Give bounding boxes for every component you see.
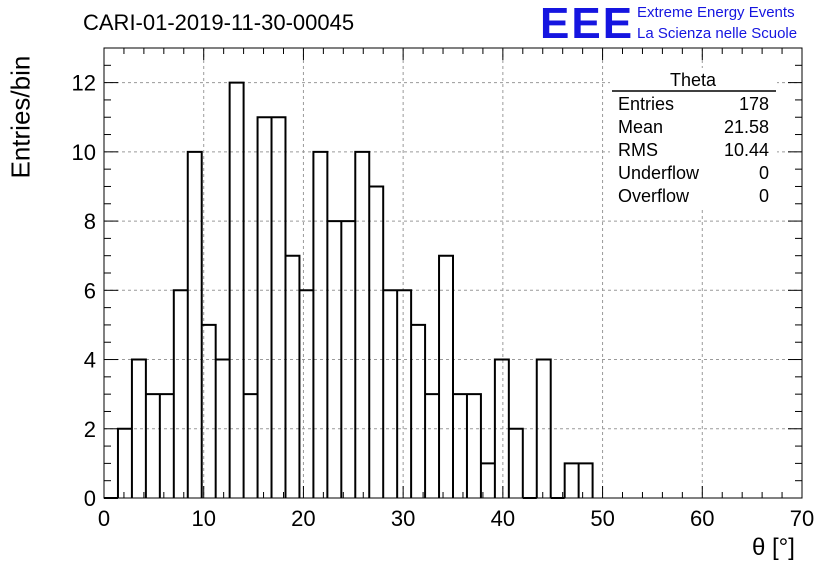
- y-tick-label: 6: [84, 278, 96, 303]
- histogram-bin: [230, 83, 244, 498]
- histogram-bin: [537, 360, 551, 498]
- histogram-bin: [425, 394, 439, 498]
- histogram-bin: [579, 463, 593, 498]
- y-tick-label: 2: [84, 417, 96, 442]
- histogram-bin: [202, 325, 216, 498]
- x-tick-labels: 0 10 20 30 40 50 60 70: [98, 506, 814, 531]
- x-axis-label: θ [°]: [752, 534, 795, 561]
- x-tick-label: 10: [191, 506, 215, 531]
- y-axis-label: Entries/bin: [5, 55, 36, 179]
- histogram-bin: [313, 152, 327, 498]
- histogram-bin: [565, 463, 579, 498]
- x-tick-label: 70: [790, 506, 814, 531]
- y-tick-label: 8: [84, 209, 96, 234]
- stats-value-entries: 178: [739, 94, 769, 114]
- stats-value-rms: 10.44: [724, 140, 769, 160]
- stats-box: Theta Entries 178 Mean 21.58 RMS 10.44 U…: [610, 68, 777, 208]
- x-tick-label: 60: [690, 506, 714, 531]
- brand-name: Extreme Energy Events: [637, 4, 795, 21]
- histogram-bin: [132, 360, 146, 498]
- histogram-bin: [467, 394, 481, 498]
- histogram-bin: [327, 221, 341, 498]
- x-tick-label: 0: [98, 506, 110, 531]
- y-tick-label: 0: [84, 486, 96, 511]
- histogram-bin: [146, 394, 160, 498]
- histogram-bin: [453, 394, 467, 498]
- histogram-bins: [118, 83, 593, 498]
- histogram-bin: [160, 394, 174, 498]
- histogram-bin: [481, 463, 495, 498]
- stats-title: Theta: [670, 70, 717, 90]
- x-tick-label: 30: [391, 506, 415, 531]
- x-tick-label: 40: [491, 506, 515, 531]
- histogram-bin: [188, 152, 202, 498]
- histogram-bin: [439, 256, 453, 498]
- eee-logo: EEE: [540, 0, 635, 48]
- stats-label-underflow: Underflow: [618, 163, 700, 183]
- histogram-bin: [341, 221, 355, 498]
- y-tick-labels: 0 2 4 6 8 10 12: [72, 71, 96, 511]
- brand-tagline: La Scienza nelle Scuole: [637, 25, 798, 42]
- histogram-bin: [383, 290, 397, 498]
- histogram-bin: [495, 360, 509, 498]
- histogram-bin: [369, 186, 383, 498]
- chart-title: CARI-01-2019-11-30-00045: [83, 10, 355, 35]
- y-tick-label: 10: [72, 140, 96, 165]
- histogram-bin: [272, 117, 286, 498]
- histogram-bin: [216, 360, 230, 498]
- stats-label-entries: Entries: [618, 94, 674, 114]
- stats-value-underflow: 0: [759, 163, 769, 183]
- histogram-bin: [174, 290, 188, 498]
- stats-label-rms: RMS: [618, 140, 658, 160]
- stats-label-overflow: Overflow: [618, 186, 690, 206]
- x-tick-label: 20: [291, 506, 315, 531]
- histogram-bin: [509, 429, 523, 498]
- histogram-step-line: [104, 81, 594, 499]
- histogram-bin: [244, 394, 258, 498]
- histogram-bin: [258, 117, 272, 498]
- stats-value-mean: 21.58: [724, 117, 769, 137]
- histogram-bin: [285, 256, 299, 498]
- histogram-bin: [355, 152, 369, 498]
- y-tick-label: 12: [72, 71, 96, 96]
- histogram-bin: [118, 429, 132, 498]
- stats-label-mean: Mean: [618, 117, 663, 137]
- stats-value-overflow: 0: [759, 186, 769, 206]
- histogram-bin: [299, 290, 313, 498]
- histogram-bin: [397, 290, 411, 498]
- x-tick-label: 50: [590, 506, 614, 531]
- histogram-bin: [411, 325, 425, 498]
- y-tick-label: 4: [84, 348, 96, 373]
